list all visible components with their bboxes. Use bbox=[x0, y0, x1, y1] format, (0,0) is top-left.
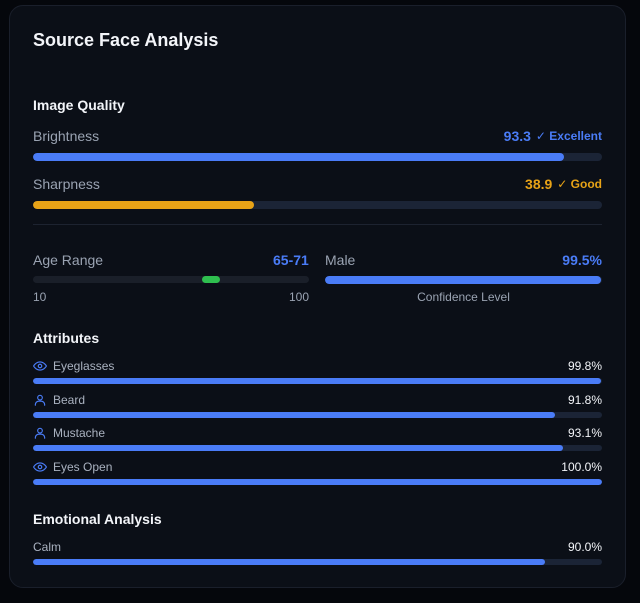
age-range-track bbox=[33, 276, 309, 283]
attribute-value: 100.0% bbox=[561, 459, 602, 474]
gender-confidence-value: 99.5% bbox=[562, 252, 602, 268]
attribute-bar bbox=[33, 445, 602, 451]
sharpness-value: 38.9 bbox=[525, 176, 553, 192]
attribute-label-row: Mustache bbox=[33, 426, 105, 440]
attribute-bar bbox=[33, 411, 602, 418]
attribute-label: Eyeglasses bbox=[53, 359, 115, 373]
attribute-label-row: Eyeglasses bbox=[33, 359, 114, 373]
emotions-heading: Emotional Analysis bbox=[33, 511, 162, 527]
eye-icon bbox=[33, 359, 47, 373]
age-range-label: Age Range bbox=[33, 252, 104, 268]
attribute-label: Eyes Open bbox=[53, 459, 113, 474]
face-analysis-card: Source Face Analysis Image Quality Brigh… bbox=[9, 5, 626, 588]
emotion-label: Calm bbox=[33, 540, 62, 554]
attribute-label-row: Eyes Open bbox=[33, 460, 112, 474]
brightness-label: Brightness bbox=[33, 128, 100, 144]
attribute-bar bbox=[33, 378, 602, 384]
brightness-badge: ✓ Excellent bbox=[535, 129, 602, 143]
brightness-value: 93.3 bbox=[503, 128, 531, 144]
gender-label: Male bbox=[325, 252, 356, 268]
attribute-bar-fill bbox=[33, 445, 563, 451]
age-max-label: 100 bbox=[289, 290, 310, 304]
attribute-label-row: Beard bbox=[33, 393, 85, 407]
sharpness-badge: ✓ Good bbox=[557, 177, 602, 191]
eye-icon bbox=[33, 460, 47, 474]
attribute-bar-fill bbox=[33, 378, 601, 384]
section-divider bbox=[33, 224, 602, 225]
attribute-bar-fill bbox=[33, 478, 602, 485]
brightness-bar-fill bbox=[33, 153, 564, 161]
sharpness-bar-fill bbox=[33, 201, 255, 209]
age-range-marker bbox=[201, 276, 221, 283]
gender-caption: Confidence Level bbox=[417, 290, 510, 304]
attribute-bar bbox=[33, 478, 602, 485]
card-title: Source Face Analysis bbox=[33, 30, 219, 50]
emotion-value: 90.0% bbox=[567, 540, 602, 554]
emotion-bar-fill bbox=[33, 559, 546, 565]
attribute-label: Beard bbox=[53, 392, 86, 407]
attribute-value: 91.8% bbox=[567, 392, 602, 407]
sharpness-label: Sharpness bbox=[33, 176, 100, 192]
attribute-label: Mustache bbox=[53, 426, 106, 440]
brightness-readout: 93.3 ✓ Excellent bbox=[504, 128, 602, 144]
person-icon bbox=[33, 393, 47, 407]
sharpness-bar bbox=[33, 201, 602, 209]
brightness-bar bbox=[33, 153, 602, 161]
attribute-value: 99.8% bbox=[567, 359, 602, 373]
attribute-value: 93.1% bbox=[567, 426, 602, 440]
sharpness-readout: 38.9 ✓ Good bbox=[525, 176, 602, 192]
image-quality-heading: Image Quality bbox=[33, 97, 125, 113]
attribute-bar-fill bbox=[33, 411, 556, 418]
person-icon bbox=[33, 426, 47, 440]
gender-confidence-bar bbox=[325, 276, 602, 284]
attributes-heading: Attributes bbox=[33, 330, 100, 346]
age-min-label: 10 bbox=[33, 290, 47, 304]
age-range-value: 65-71 bbox=[273, 252, 309, 268]
emotion-bar bbox=[33, 559, 602, 565]
gender-confidence-bar-fill bbox=[325, 276, 601, 284]
